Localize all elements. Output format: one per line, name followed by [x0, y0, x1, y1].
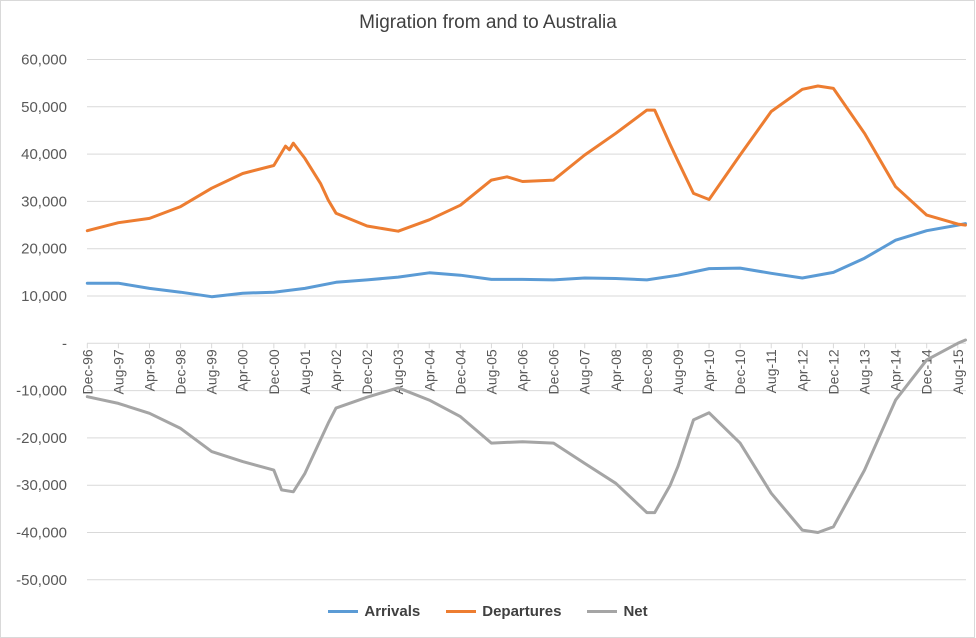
y-tick-label: -20,000 — [16, 430, 67, 447]
x-tick-label: Dec-02 — [359, 349, 375, 394]
x-tick-label: Apr-12 — [794, 349, 810, 391]
series-line-arrivals — [85, 222, 967, 299]
x-tick-label: Dec-00 — [266, 349, 282, 394]
x-tick-label: Aug-15 — [950, 349, 966, 394]
x-tick-label: Aug-01 — [297, 349, 313, 394]
y-tick-label: -40,000 — [16, 525, 67, 542]
x-tick-label: Aug-09 — [670, 349, 686, 394]
series-line-departures — [85, 84, 967, 233]
x-tick-label: Apr-14 — [888, 349, 904, 391]
y-tick-label: 60,000 — [21, 52, 67, 69]
x-tick-label: Apr-04 — [421, 349, 437, 391]
legend: Arrivals Departures Net — [0, 603, 976, 620]
x-tick-label: Aug-11 — [763, 349, 779, 393]
legend-item-arrivals: Arrivals — [328, 603, 420, 620]
x-tick-label: Apr-00 — [235, 349, 251, 391]
x-tick-label: Dec-14 — [919, 349, 935, 394]
y-tick-label: 20,000 — [21, 241, 67, 258]
legend-swatch — [587, 610, 618, 613]
x-tick-label: Aug-99 — [204, 349, 220, 394]
x-tick-label: Apr-02 — [328, 349, 344, 391]
y-tick-label: -30,000 — [16, 477, 67, 494]
x-tick-label: Apr-08 — [608, 349, 624, 391]
legend-item-net: Net — [587, 603, 648, 620]
x-tick-label: Dec-98 — [173, 349, 189, 394]
x-tick-label: Dec-10 — [732, 349, 748, 394]
x-tick-label: Apr-10 — [701, 349, 717, 391]
x-tick-label: Aug-05 — [483, 349, 499, 394]
y-tick-label: 30,000 — [21, 193, 67, 210]
y-tick-label: - — [62, 335, 67, 352]
series-line-net — [85, 338, 967, 534]
legend-item-departures: Departures — [446, 603, 561, 620]
y-tick-label: -10,000 — [16, 383, 67, 400]
x-tick-label: Aug-03 — [390, 349, 406, 394]
x-tick-label: Aug-13 — [857, 349, 873, 394]
y-tick-label: 10,000 — [21, 288, 67, 305]
chart-title: Migration from and to Australia — [359, 12, 617, 33]
x-tick-label: Dec-04 — [452, 349, 468, 394]
legend-label: Departures — [482, 603, 562, 620]
y-tick-label: 50,000 — [21, 99, 67, 116]
legend-swatch — [328, 610, 359, 613]
legend-label: Net — [623, 603, 648, 620]
x-tick-label: Aug-07 — [577, 349, 593, 394]
x-tick-label: Apr-98 — [141, 349, 157, 391]
y-tick-label: 40,000 — [21, 146, 67, 163]
x-tick-label: Dec-06 — [546, 349, 562, 394]
x-tick-label: Dec-96 — [79, 349, 95, 394]
x-tick-label: Apr-06 — [515, 349, 531, 391]
x-tick-label: Aug-97 — [110, 349, 126, 394]
legend-swatch — [446, 610, 477, 613]
legend-label: Arrivals — [364, 603, 421, 620]
y-tick-label: -50,000 — [16, 572, 67, 589]
x-tick-label: Dec-12 — [825, 349, 841, 394]
x-tick-label: Dec-08 — [639, 349, 655, 394]
